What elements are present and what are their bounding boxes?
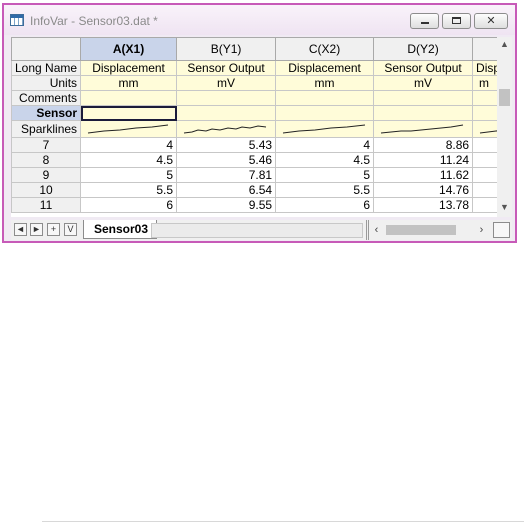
tab-strip-area <box>151 223 363 238</box>
scroll-down-arrow-icon[interactable]: ▼ <box>500 202 509 212</box>
data-cell[interactable]: 6 <box>80 197 178 213</box>
data-cell[interactable] <box>472 182 497 198</box>
row-label-comments[interactable]: Comments <box>11 90 82 106</box>
data-cell[interactable]: 11.24 <box>373 152 474 168</box>
size-grip[interactable] <box>493 222 510 238</box>
worksheet-grid[interactable]: A(X1) B(Y1) C(X2) D(Y2) E( Long Name Dis… <box>11 37 497 217</box>
column-header-a[interactable]: A(X1) <box>80 37 178 61</box>
data-cell[interactable]: 14.76 <box>373 182 474 198</box>
long-name-cell[interactable]: Displacement <box>80 60 178 76</box>
sparkline-a <box>87 124 169 134</box>
sparkline-cell[interactable] <box>373 120 474 138</box>
maximize-button[interactable] <box>442 13 471 29</box>
horizontal-scroll-thumb[interactable] <box>386 225 456 235</box>
data-cell[interactable] <box>472 137 497 153</box>
sparkline-cell[interactable] <box>275 120 375 138</box>
sparkline-b <box>183 125 267 134</box>
units-cell[interactable]: mV <box>373 75 474 91</box>
row-label-sparklines[interactable]: Sparklines <box>11 120 82 138</box>
sensor-cell[interactable] <box>275 105 375 121</box>
row-header[interactable]: 10 <box>11 182 82 198</box>
comments-cell[interactable] <box>80 90 178 106</box>
splitter-handle[interactable] <box>366 220 369 240</box>
row-label-sensor[interactable]: Sensor <box>11 105 82 121</box>
data-cell[interactable]: 11.62 <box>373 167 474 183</box>
sensor-cell-active[interactable] <box>80 105 178 121</box>
data-table: A(X1) B(Y1) C(X2) D(Y2) E( Long Name Dis… <box>11 37 497 213</box>
column-header-b[interactable]: B(Y1) <box>176 37 277 61</box>
scroll-left-arrow-icon[interactable]: ‹ <box>374 224 379 236</box>
sheet-tab-bar: ◄ ► + V Sensor03 ‹ › <box>11 220 512 240</box>
scroll-right-arrow-icon[interactable]: › <box>479 224 484 236</box>
data-cell[interactable]: 5 <box>275 167 375 183</box>
row-label-long-name[interactable]: Long Name <box>11 60 82 76</box>
long-name-cell[interactable]: Sensor Output <box>373 60 474 76</box>
data-cell[interactable]: 7.81 <box>176 167 277 183</box>
data-cell[interactable] <box>472 152 497 168</box>
worksheet-window: InfoVar - Sensor03.dat * A(X1) B(Y1) C(X… <box>2 3 517 243</box>
sparkline-d <box>380 124 464 134</box>
data-cell[interactable]: 4 <box>275 137 375 153</box>
data-cell[interactable]: 6 <box>275 197 375 213</box>
comments-cell[interactable] <box>176 90 277 106</box>
sparkline-cell[interactable] <box>472 120 497 138</box>
units-cell[interactable]: mV <box>176 75 277 91</box>
data-cell[interactable] <box>472 197 497 213</box>
vertical-scroll-thumb[interactable] <box>499 89 510 106</box>
long-name-cell[interactable]: Sensor Output <box>176 60 277 76</box>
data-cell[interactable]: 9.55 <box>176 197 277 213</box>
corner-cell[interactable] <box>11 37 82 61</box>
comments-cell[interactable] <box>373 90 474 106</box>
horizontal-scrollbar[interactable]: ‹ › <box>369 222 489 238</box>
sparkline-cell[interactable] <box>176 120 277 138</box>
data-cell[interactable]: 4.5 <box>275 152 375 168</box>
units-cell[interactable]: mm <box>275 75 375 91</box>
row-header[interactable]: 8 <box>11 152 82 168</box>
column-header-d[interactable]: D(Y2) <box>373 37 474 61</box>
long-name-cell[interactable]: Displacement <box>275 60 375 76</box>
next-sheet-button[interactable]: ► <box>30 223 43 236</box>
row-label-units[interactable]: Units <box>11 75 82 91</box>
long-name-cell[interactable]: Displa <box>472 60 497 76</box>
data-cell[interactable]: 13.78 <box>373 197 474 213</box>
minimize-button[interactable] <box>410 13 439 29</box>
data-cell[interactable]: 5.46 <box>176 152 277 168</box>
data-cell[interactable]: 4.5 <box>80 152 178 168</box>
data-cell[interactable]: 8.86 <box>373 137 474 153</box>
worksheet-icon <box>10 14 24 26</box>
title-bar[interactable]: InfoVar - Sensor03.dat * <box>4 5 515 35</box>
comments-cell[interactable] <box>472 90 497 106</box>
data-cell[interactable]: 5.5 <box>80 182 178 198</box>
column-header-e[interactable]: E( <box>472 37 497 61</box>
sparkline-e <box>479 130 497 134</box>
row-header[interactable]: 9 <box>11 167 82 183</box>
row-header[interactable]: 11 <box>11 197 82 213</box>
column-header-c[interactable]: C(X2) <box>275 37 375 61</box>
sheet-tab-sensor03[interactable]: Sensor03 <box>83 220 158 239</box>
close-button[interactable] <box>474 13 508 29</box>
units-cell[interactable]: m <box>472 75 497 91</box>
data-cell[interactable] <box>472 167 497 183</box>
data-cell[interactable]: 6.54 <box>176 182 277 198</box>
window-title: InfoVar - Sensor03.dat * <box>30 14 158 28</box>
first-sheet-button[interactable]: ◄ <box>14 223 27 236</box>
sparkline-cell[interactable] <box>80 120 178 138</box>
sensor-cell[interactable] <box>373 105 474 121</box>
sparkline-c <box>282 124 366 134</box>
row-header[interactable]: 7 <box>11 137 82 153</box>
add-sheet-button[interactable]: + <box>47 223 60 236</box>
comments-cell[interactable] <box>275 90 375 106</box>
data-cell[interactable]: 5.43 <box>176 137 277 153</box>
sensor-cell[interactable] <box>472 105 497 121</box>
scroll-up-arrow-icon[interactable]: ▲ <box>500 39 509 49</box>
data-cell[interactable]: 5.5 <box>275 182 375 198</box>
sensor-cell[interactable] <box>176 105 277 121</box>
vertical-scrollbar[interactable]: ▲ ▼ <box>497 37 512 217</box>
units-cell[interactable]: mm <box>80 75 178 91</box>
divider <box>42 521 524 522</box>
data-cell[interactable]: 5 <box>80 167 178 183</box>
sheet-menu-button[interactable]: V <box>64 223 77 236</box>
data-cell[interactable]: 4 <box>80 137 178 153</box>
